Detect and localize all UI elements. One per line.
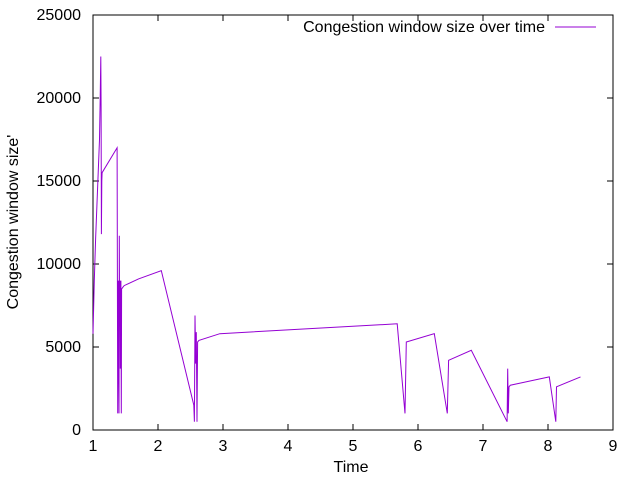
x-axis-ticks: 1 2 3 4 5 6 7 8 9: [89, 15, 618, 455]
y-tick-label: 25000: [37, 7, 82, 24]
x-axis-label: Time: [334, 459, 369, 476]
series-line: [92, 56, 581, 422]
x-tick-label: 5: [349, 438, 358, 455]
legend-label: Congestion window size over time: [303, 19, 545, 36]
plot-area: [92, 14, 614, 431]
plot-frame: [92, 14, 614, 431]
x-tick-label: 9: [609, 438, 618, 455]
x-tick-label: 2: [154, 438, 163, 455]
y-tick-label: 0: [72, 422, 81, 439]
x-tick-label: 7: [479, 438, 488, 455]
x-tick-label: 8: [544, 438, 553, 455]
series-layer: [92, 56, 581, 422]
x-tick-label: 4: [284, 438, 293, 455]
y-tick-label: 5000: [45, 339, 81, 356]
y-tick-label: 10000: [37, 256, 82, 273]
y-axis-label: Congestion window size': [5, 135, 22, 310]
x-tick-label: 3: [219, 438, 228, 455]
y-axis-ticks: 0 5000 10000 15000 20000 25000: [37, 7, 613, 439]
x-tick-label: 1: [89, 438, 98, 455]
x-tick-label: 6: [414, 438, 423, 455]
y-tick-label: 20000: [37, 90, 82, 107]
y-tick-label: 15000: [37, 173, 82, 190]
legend: Congestion window size over time: [303, 19, 596, 36]
